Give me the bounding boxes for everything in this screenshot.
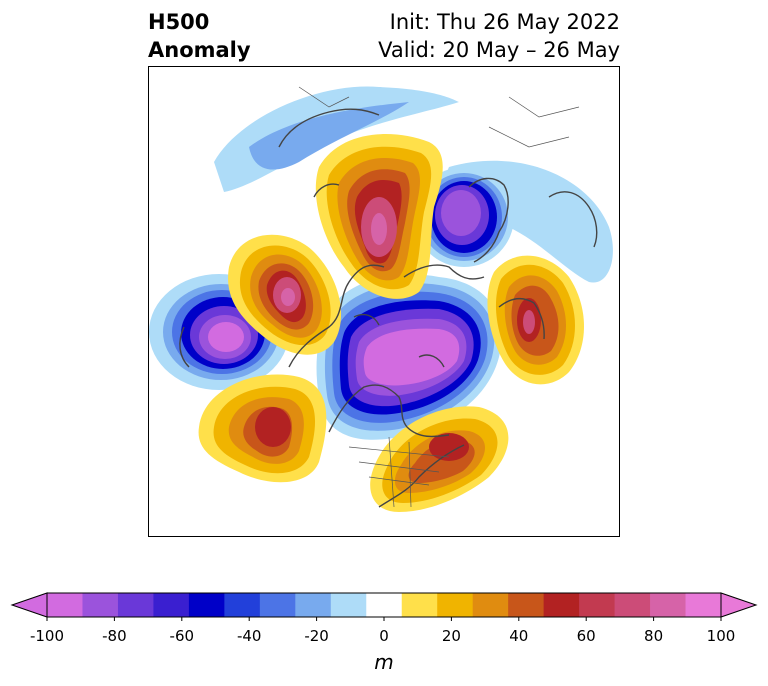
colorbar-swatch [437,593,474,617]
colorbar-swatch [614,593,651,617]
title-left: H500 Anomaly [148,8,251,64]
anomaly-shading [149,86,613,512]
colorbar-tick-label: -20 [304,627,329,645]
colorbar-tick-label: 60 [576,627,596,645]
colorbar-swatch [295,593,332,617]
map-canvas [149,86,613,512]
colorbar-swatch [508,593,545,617]
colorbar-tick-label: -60 [169,627,195,645]
colorbar-swatch [579,593,616,617]
colorbar-swatch [685,593,722,617]
colorbar-tick-label: 40 [509,627,529,645]
title-variable: H500 [148,10,210,34]
colorbar-swatch [224,593,261,617]
colorbar-units: m [374,650,394,674]
valid-period: Valid: 20 May – 26 May [378,38,620,62]
political-borders [298,86,580,508]
colorbar-extend-min [10,592,48,618]
colorbar-tick-label: -80 [102,627,127,645]
colorbar-swatch [153,593,190,617]
colorbar-swatch [117,593,154,617]
colorbar-swatch [47,593,83,617]
colorbar [10,592,758,621]
colorbar-swatch [472,593,509,617]
anomaly-map [148,66,620,537]
colorbar-swatch [366,593,403,617]
colorbar-tick-label: -40 [236,627,262,645]
colorbar-tick-label: 20 [441,627,461,645]
colorbar-swatch [401,593,438,617]
init-time: Init: Thu 26 May 2022 [389,10,620,34]
colorbar-swatch [259,593,296,617]
title-field: Anomaly [148,38,251,62]
colorbar-swatch [543,593,580,617]
colorbar-tick-label: -100 [29,627,65,645]
colorbar-tick-label: 100 [706,627,736,645]
colorbar-swatch [82,593,119,617]
coastlines [179,108,598,508]
title-right: Init: Thu 26 May 2022 Valid: 20 May – 26… [378,8,620,64]
colorbar-swatch [188,593,225,617]
colorbar-swatch [330,593,367,617]
low-northpacific-edge-inner [249,102,409,170]
colorbar-tick-label: 0 [379,627,389,645]
colorbar-swatch [650,593,687,617]
colorbar-tick-label: 80 [644,627,664,645]
colorbar-extend-max [720,592,758,618]
